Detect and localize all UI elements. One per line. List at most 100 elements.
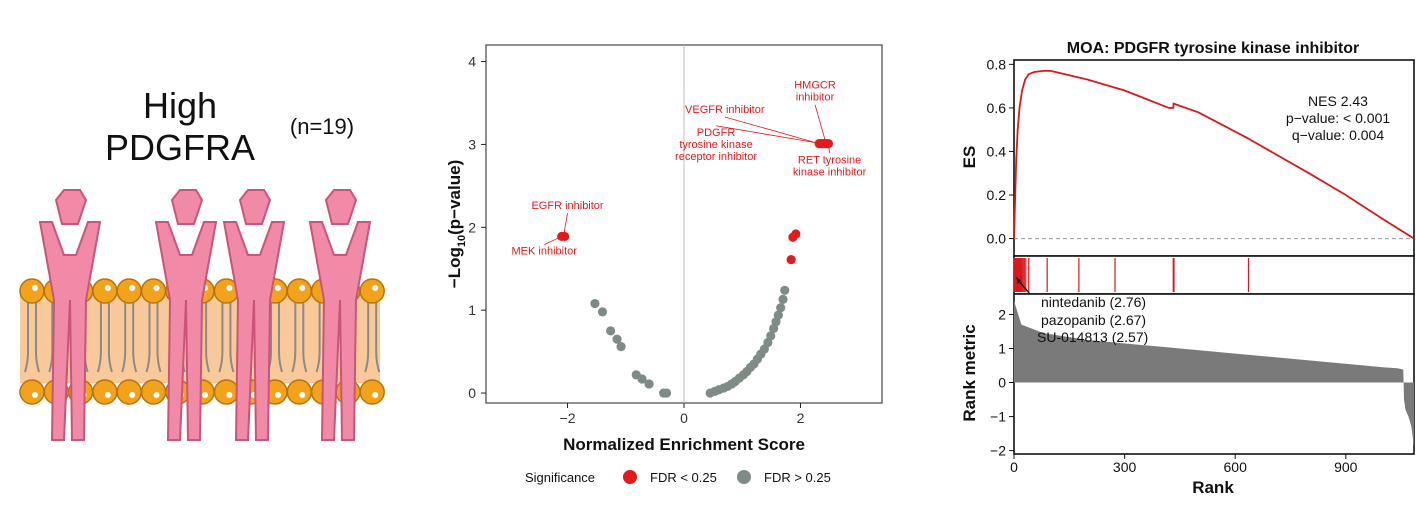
lipid-head-highlight (104, 285, 111, 291)
gsea-es-y-tick-label: 0.6 (987, 100, 1007, 116)
lipid-head-highlight (275, 285, 281, 291)
volcano-annotation-line: VEGFR inhibitor (685, 104, 765, 116)
volcano-annotation-line: kinase inhibitor (793, 166, 867, 178)
lipid-head (359, 278, 385, 304)
volcano-annotations: EGFR inhibitor MEK inhibitor HMGCR inhibito… (512, 80, 867, 258)
volcano-annotation-leader (544, 236, 562, 246)
volcano-ns-point (637, 374, 647, 384)
ligand (238, 189, 272, 225)
volcano-y-axis-label: −Log10(p−value) (445, 160, 468, 288)
volcano-annotation-line: receptor inhibitor (675, 151, 757, 163)
lipid-head (213, 379, 240, 405)
receptor (222, 221, 286, 441)
lipid-head-highlight (202, 392, 209, 398)
lipid-tail (291, 300, 308, 373)
lipid-tail (96, 300, 113, 373)
volcano-ns-point (778, 294, 788, 305)
legend-ns-swatch (737, 470, 751, 484)
gsea-rank-y-tick-label: 1 (998, 340, 1006, 356)
volcano-y-tick-label: 0 (468, 385, 476, 401)
lipid-tail (218, 300, 235, 373)
volcano-annotation-line: inhibitor (796, 92, 835, 104)
volcano-annotation-leader (828, 143, 830, 154)
gsea-es-axis-label: ES (960, 146, 979, 169)
gsea-hits-frame (1013, 255, 1415, 295)
gsea-plot: MOA: PDGFR tyrosine kinase inhibitor 0.0… (960, 40, 1415, 497)
volcano-annotation-label: RET tyrosine kinase inhibitor (793, 154, 867, 178)
volcano-ns-point (597, 307, 608, 317)
lipid-head (140, 379, 167, 405)
volcano-annotation-leader (724, 116, 820, 145)
gsea-stat-pvalue: p−value: < 0.001 (1286, 110, 1391, 126)
gsea-callouts: nintedanib (2.76) pazopanib (2.67) SU-01… (1016, 277, 1148, 345)
volcano-plot: −2 0 2 0 1 2 3 4 EGFR inhibitor MEK inhibitor HMG… (445, 44, 883, 485)
lipid-head-highlight (372, 285, 379, 291)
lipid-tail (121, 300, 138, 373)
lipid-head-highlight (153, 392, 160, 398)
gsea-rank-metric-area (1014, 300, 1414, 448)
lipid-head-highlight (153, 285, 160, 291)
illustration-title-line2: PDGFRA (105, 127, 255, 168)
volcano-x-tick-label: 2 (797, 410, 805, 426)
lipid-tail (145, 300, 162, 373)
gsea-es-y-tick-label: 0.8 (987, 56, 1007, 72)
gsea-callout-nintedanib: nintedanib (2.76) (1041, 294, 1146, 310)
volcano-x-axis-label: Normalized Enrichment Score (563, 435, 805, 454)
gsea-rank-y-tick-label: −1 (990, 409, 1006, 425)
volcano-y-tick-label: 1 (468, 302, 476, 318)
volcano-ns-point (644, 379, 654, 389)
gsea-rank-y-tick-label: −2 (990, 443, 1006, 459)
lipid-head (116, 278, 142, 304)
receptor (308, 221, 372, 441)
gsea-stat-nes: NES 2.43 (1308, 93, 1368, 109)
gsea-x-tick-label: 300 (1113, 459, 1137, 475)
gsea-es-y-tick-label: 0.2 (987, 187, 1007, 203)
lipid-head (140, 278, 167, 304)
gsea-callout-pazopanib: pazopanib (2.67) (1041, 312, 1146, 328)
volcano-annotation-label: EGFR inhibitor (531, 200, 603, 212)
lipid-head (92, 379, 118, 405)
legend-sig-swatch (623, 470, 637, 484)
volcano-sig-point (823, 139, 834, 149)
lipid-head-highlight (129, 285, 136, 291)
gsea-rank-panel: −2 −1 0 1 2 0 300 600 900 (990, 300, 1414, 475)
lipid-head (286, 379, 313, 405)
lipid-head-highlight (372, 392, 379, 398)
lipid-head-highlight (226, 392, 233, 398)
legend-sig-label: FDR < 0.25 (650, 470, 717, 485)
volcano-annotation-line: tyrosine kinase (679, 139, 752, 151)
illustration-n-label: (n=19) (290, 114, 354, 139)
lipid-head (92, 278, 118, 304)
gsea-es-y-tick-label: 0.0 (987, 231, 1007, 247)
volcano-annotation-leader (715, 125, 822, 145)
gsea-callout-su014813: SU-014813 (2.57) (1037, 329, 1148, 345)
volcano-axes: −2 0 2 0 1 2 3 4 (468, 45, 805, 426)
volcano-y-label-prefix: −Log (445, 247, 464, 288)
volcano-ns-point (766, 331, 776, 341)
volcano-annotation-line: HMGCR (794, 80, 836, 92)
volcano-annotation-label: MEK inhibitor (512, 246, 578, 258)
lipid-tail (24, 300, 40, 373)
lipid-tail (364, 300, 381, 373)
lipid-head-highlight (299, 285, 306, 291)
volcano-y-tick-label: 3 (468, 136, 476, 152)
volcano-sig-point (560, 231, 570, 242)
lipid-head-highlight (299, 392, 306, 398)
volcano-legend: Significance FDR < 0.25 FDR > 0.25 (525, 470, 831, 485)
gsea-stats: NES 2.43 p−value: < 0.001 q−value: 0.004 (1286, 93, 1391, 143)
lipid-head-highlight (32, 285, 38, 291)
gsea-title: MOA: PDGFR tyrosine kinase inhibitor (1067, 40, 1359, 57)
lipid-head-highlight (129, 392, 136, 398)
volcano-ns-point (606, 326, 616, 336)
volcano-x-tick-label: 0 (680, 410, 688, 426)
volcano-annotation-leader (563, 213, 568, 237)
volcano-ns-point (661, 388, 672, 398)
lipid-head (19, 379, 45, 405)
gsea-es-y-tick-label: 0.4 (987, 143, 1007, 159)
lipid-head-highlight (226, 285, 233, 291)
volcano-ns-point (612, 334, 622, 344)
volcano-ns-point (590, 298, 600, 309)
volcano-x-tick-label: −2 (560, 410, 576, 426)
volcano-y-tick-label: 2 (468, 219, 476, 235)
